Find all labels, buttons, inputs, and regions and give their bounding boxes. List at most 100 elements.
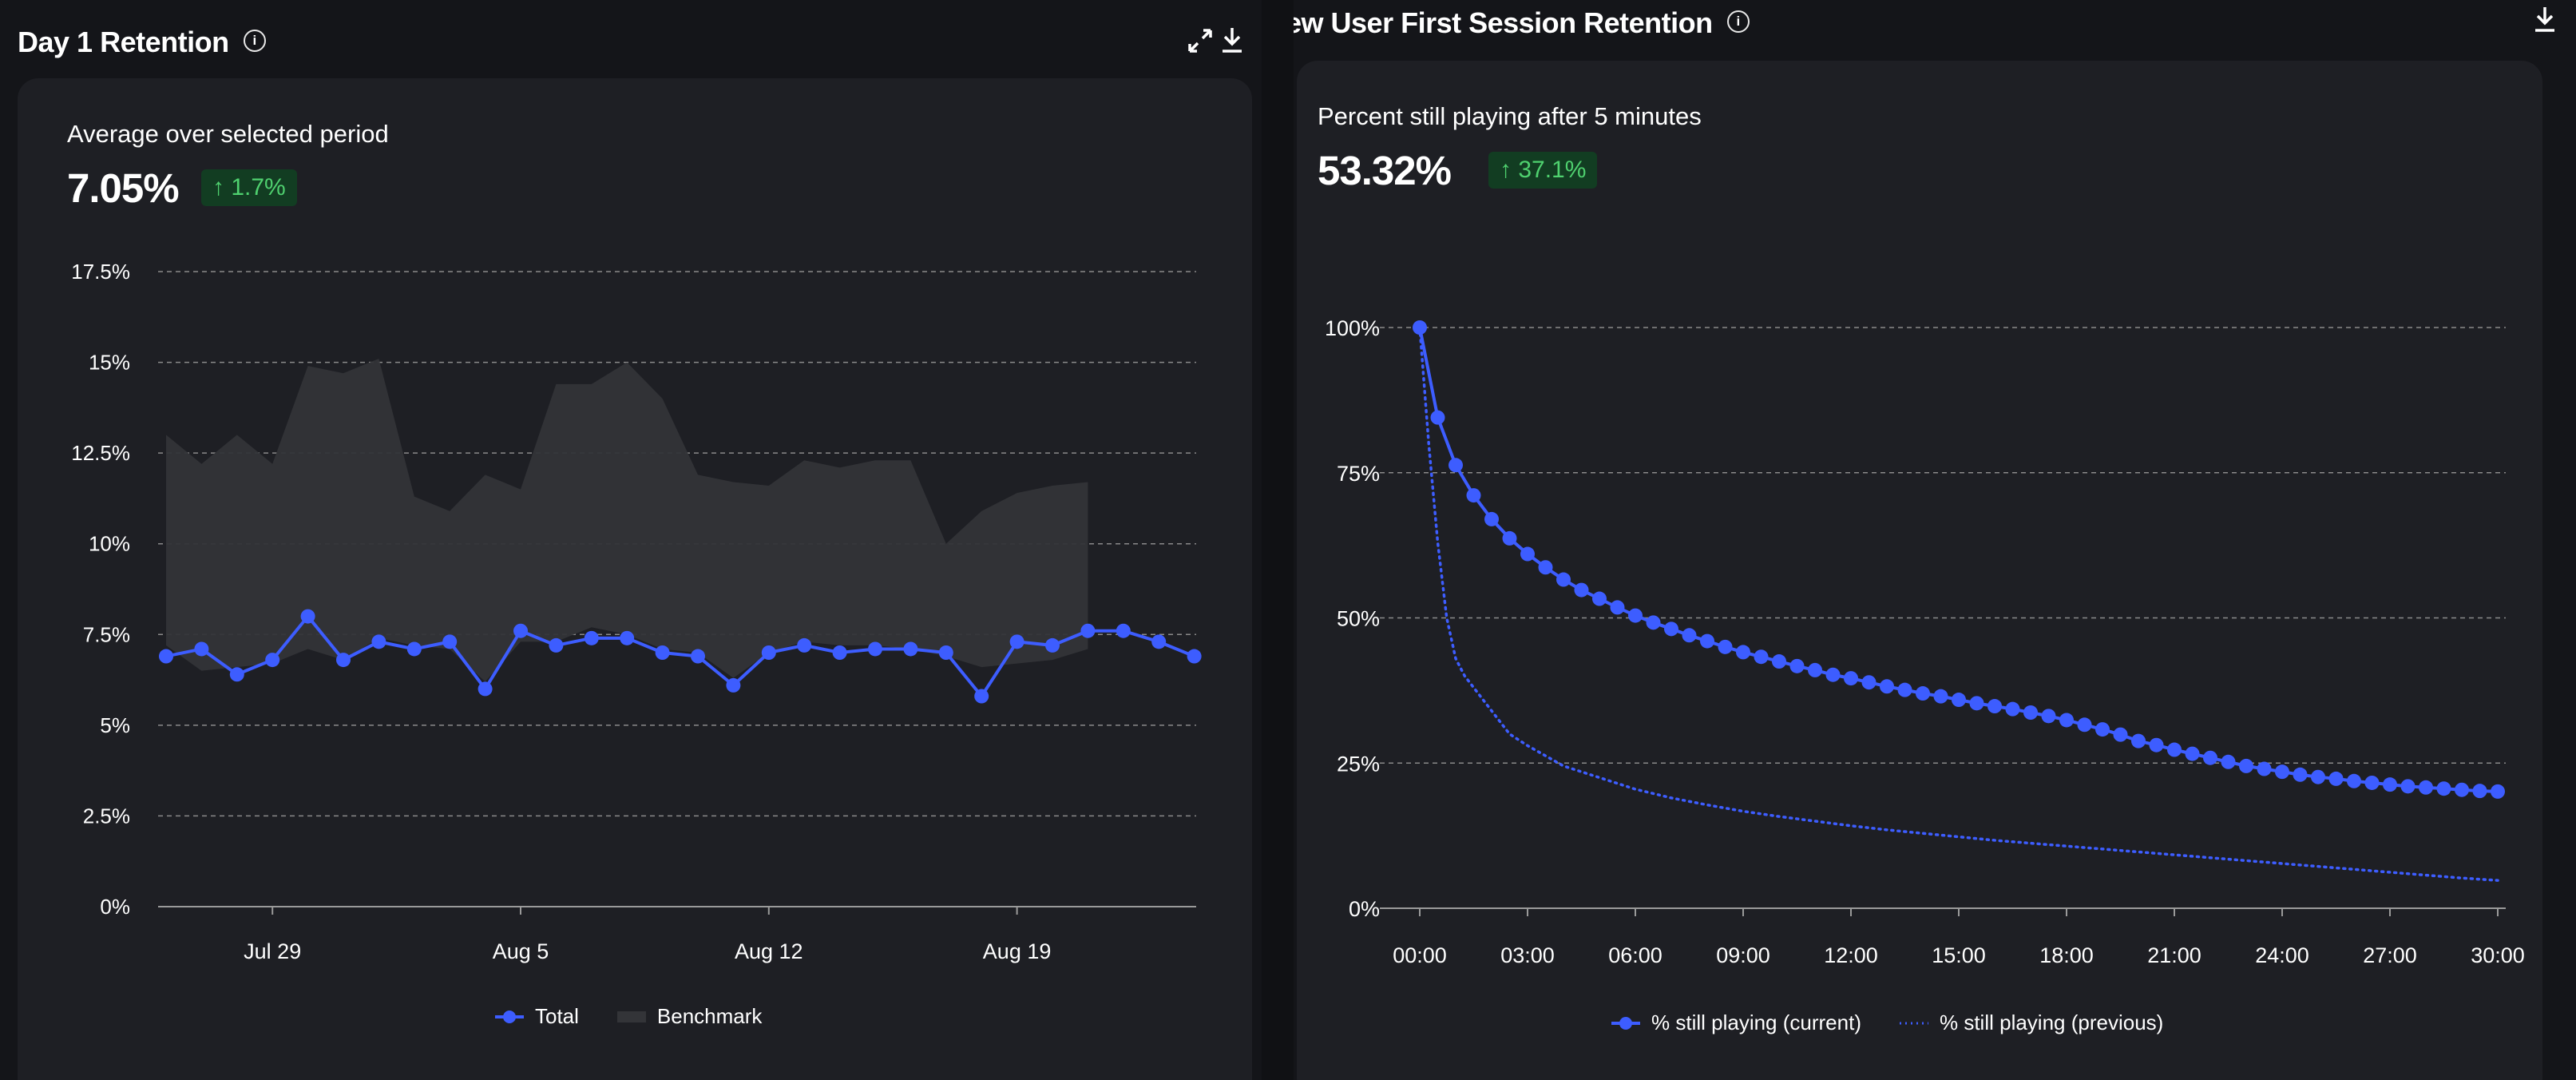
download-icon[interactable] — [2531, 5, 2558, 38]
legend-item-benchmark[interactable]: Benchmark — [616, 1004, 762, 1029]
legend-item-current[interactable]: % still playing (current) — [1611, 1011, 1861, 1035]
current-data-point — [2203, 750, 2217, 765]
panel-title-text: Day 1 Retention — [18, 26, 229, 58]
total-data-point — [1080, 623, 1096, 638]
current-data-point — [2436, 781, 2451, 796]
total-data-point — [159, 649, 173, 664]
current-data-point — [2472, 784, 2487, 799]
current-data-point — [2059, 713, 2074, 728]
current-data-point — [1574, 582, 1589, 598]
current-data-point — [2131, 733, 2146, 748]
current-data-point — [1484, 511, 1499, 526]
info-icon[interactable]: i — [1726, 10, 1750, 34]
current-data-point — [2005, 701, 2020, 717]
total-data-point — [655, 645, 670, 660]
total-data-point — [938, 645, 953, 660]
y-tick-label: 100% — [1325, 316, 1380, 340]
x-tick-label: 27:00 — [2363, 943, 2417, 967]
kpi-label: Percent still playing after 5 minutes — [1318, 102, 1702, 130]
current-data-point — [2149, 737, 2164, 752]
current-data-point — [2185, 746, 2200, 761]
x-tick-label: 30:00 — [2471, 943, 2525, 967]
kpi-change-badge: ↑ 37.1% — [1488, 152, 1598, 189]
legend-item-previous[interactable]: % still playing (previous) — [1899, 1011, 2163, 1035]
current-data-point — [1520, 546, 1535, 562]
current-data-point — [1592, 591, 1607, 606]
current-data-point — [1880, 679, 1894, 694]
current-data-point — [1664, 621, 1678, 637]
x-tick-label: Jul 29 — [244, 939, 301, 963]
current-data-point — [1754, 649, 1769, 665]
total-data-point — [1116, 623, 1131, 638]
total-data-point — [1151, 634, 1167, 649]
current-data-point — [2239, 758, 2253, 773]
current-data-point — [2455, 782, 2469, 797]
x-tick-label: 15:00 — [1932, 943, 1986, 967]
x-tick-label: 18:00 — [2039, 943, 2094, 967]
total-data-point — [336, 653, 351, 668]
current-data-point — [1700, 633, 1714, 649]
total-data-point — [620, 630, 635, 645]
current-data-point — [1861, 675, 1877, 690]
current-series-line — [1418, 327, 2499, 793]
current-data-point — [2293, 767, 2308, 782]
total-data-point — [371, 634, 386, 649]
total-data-point — [584, 630, 599, 645]
current-data-point — [2257, 761, 2272, 776]
current-data-point — [1789, 658, 1805, 673]
current-data-point — [1736, 645, 1750, 660]
legend-swatch-benchmark — [616, 1011, 646, 1022]
current-data-point — [1538, 560, 1553, 575]
x-tick-label: 06:00 — [1608, 943, 1663, 967]
total-data-point — [265, 653, 280, 668]
chart-card — [1297, 61, 2542, 1080]
current-data-point — [1844, 671, 1858, 686]
current-data-point — [2491, 784, 2505, 799]
current-data-point — [1916, 686, 1930, 701]
total-data-point — [406, 641, 422, 657]
y-tick-label: 10% — [89, 532, 130, 556]
current-data-point — [1718, 639, 1733, 654]
current-data-point — [1682, 628, 1697, 643]
current-data-point — [2419, 780, 2433, 795]
current-data-point — [1430, 410, 1445, 425]
current-data-point — [1413, 320, 1427, 335]
panel-title-text: ew User First Session Retention — [1294, 6, 1713, 39]
current-data-point — [2311, 769, 2325, 784]
y-tick-label: 15% — [89, 351, 130, 375]
x-tick-label: 09:00 — [1716, 943, 1770, 967]
expand-icon[interactable] — [1187, 27, 1214, 59]
current-data-point — [1825, 667, 1841, 682]
total-data-point — [903, 641, 918, 657]
day1-retention-chart: 0% 2.5% 5% 7.5% 10% 12.5% 15% 17.5% Jul 29 Aug 5 A… — [71, 260, 1202, 963]
y-tick-label: 7.5% — [83, 622, 130, 646]
current-data-point — [1502, 530, 1517, 546]
total-data-point — [691, 649, 705, 664]
current-data-point — [2275, 764, 2289, 780]
total-data-point — [1187, 649, 1202, 664]
legend-item-total[interactable]: Total — [495, 1004, 579, 1029]
total-data-point — [549, 637, 564, 653]
download-icon[interactable] — [1219, 26, 1246, 59]
legend-label-total: Total — [535, 1004, 579, 1028]
y-tick-label: 5% — [100, 713, 130, 737]
y-tick-label: 0% — [100, 895, 130, 919]
y-tick-label: 17.5% — [71, 260, 130, 284]
first-session-retention-panel: ew User First Session Retention i Percent… — [1294, 0, 2576, 1080]
current-data-point — [1466, 488, 1481, 503]
day1-retention-panel: Day 1 Retention i Average over selected p… — [0, 0, 1262, 1080]
x-tick-label: 24:00 — [2255, 943, 2309, 967]
current-data-point — [2113, 727, 2128, 742]
info-icon[interactable]: i — [243, 30, 266, 53]
current-data-point — [1556, 572, 1571, 587]
panel-gap — [1262, 0, 1294, 1080]
kpi-value: 7.05% — [67, 165, 180, 211]
chart-legend: % still playing (current) % still playin… — [1611, 1011, 2201, 1035]
current-data-point — [1897, 682, 1912, 697]
current-data-point — [2041, 709, 2056, 724]
y-tick-label: 50% — [1337, 607, 1380, 631]
current-data-point — [2077, 717, 2092, 733]
x-tick-label: Aug 12 — [735, 939, 803, 963]
total-data-point — [797, 637, 812, 653]
current-data-point — [1772, 654, 1786, 669]
